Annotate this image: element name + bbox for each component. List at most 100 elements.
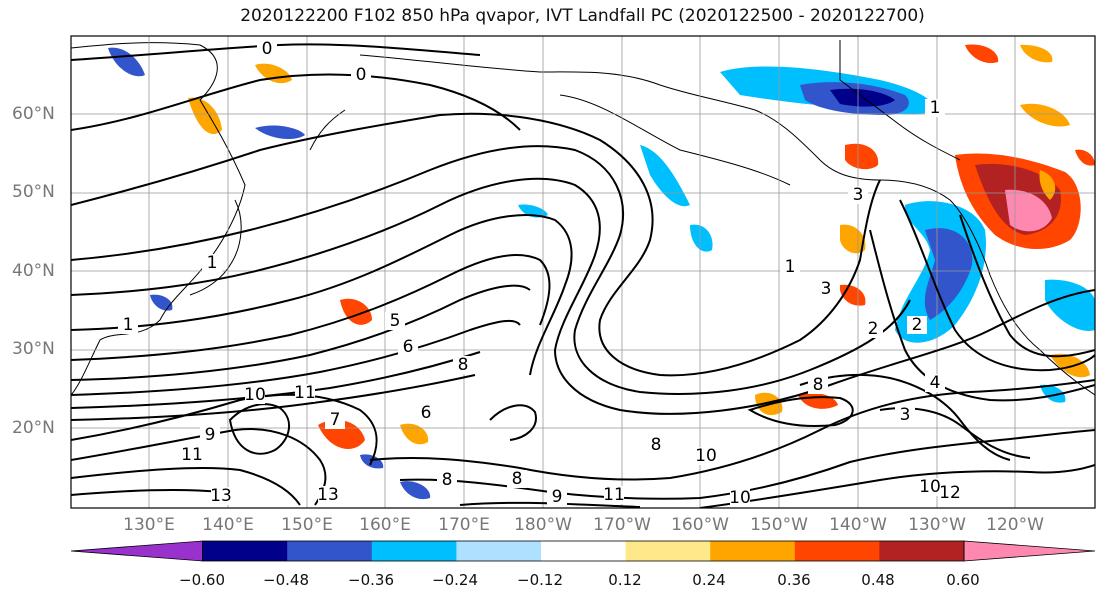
colorbar-swatch-high <box>963 540 1096 562</box>
colorbar-tick: −0.36 <box>348 571 394 589</box>
lat-label-50n: 50°N <box>12 182 55 202</box>
contour-label: 0 <box>356 65 367 85</box>
contour-label-bg <box>895 406 915 424</box>
contour-label: 4 <box>930 373 941 393</box>
contour-label-bg <box>808 376 828 394</box>
colorbar-tick: 0.36 <box>777 571 811 589</box>
contour-label-bg <box>925 99 945 117</box>
colorbar-swatch <box>794 541 880 561</box>
contour-label: 10 <box>729 488 751 508</box>
contour-label-bg <box>416 404 436 422</box>
contour-label-bg <box>646 436 666 454</box>
map-frame <box>70 35 1096 509</box>
lon-label-130w: 130°W <box>908 515 966 535</box>
colorbar-swatch <box>371 541 457 561</box>
contour-label: 3 <box>900 405 911 425</box>
lat-lon-grid <box>71 36 1095 508</box>
contour-label: 10 <box>919 477 941 497</box>
contour-label-bg <box>453 356 473 374</box>
lon-label-140w: 140°W <box>829 515 887 535</box>
contour-label-bg <box>696 447 716 465</box>
contour-label: 8 <box>442 470 453 490</box>
contour-label: 1 <box>930 98 941 118</box>
colorbar-frame <box>202 540 965 562</box>
contour-label: 3 <box>853 185 864 205</box>
contour-label-bg <box>385 312 405 330</box>
contour-label-bg <box>940 484 960 502</box>
contour-label-bg <box>200 426 220 444</box>
contour-label-bg <box>325 411 345 429</box>
contour-label: 6 <box>421 403 432 423</box>
colorbar <box>70 540 1096 562</box>
contour-label: 13 <box>317 485 339 505</box>
contour-label-bg <box>907 316 927 334</box>
contour-label-bg <box>780 258 800 276</box>
colorbar-tick: −0.60 <box>179 571 225 589</box>
colorbar-tick: 0.60 <box>946 571 980 589</box>
contour-label: 1 <box>123 315 134 335</box>
contour-label-bg <box>202 254 222 272</box>
contour-label-bg <box>920 478 940 496</box>
contour-label: 0 <box>262 39 273 59</box>
contour-label-bg <box>295 384 315 402</box>
contour-label-bg <box>848 186 868 204</box>
colorbar-swatch <box>456 541 542 561</box>
colorbar-swatch <box>879 541 965 561</box>
lon-label-150w: 150°W <box>750 515 808 535</box>
contour-label-bg <box>863 320 883 338</box>
contour-label-bg <box>507 470 527 488</box>
contour-label-bg <box>318 486 338 504</box>
contour-label: 11 <box>294 383 316 403</box>
lon-label-150e: 150°E <box>281 515 333 535</box>
contour-label: 3 <box>821 279 832 299</box>
contour-label: 9 <box>205 425 216 445</box>
coastlines <box>71 40 1095 396</box>
contour-label-bg <box>816 280 836 298</box>
contour-label: 2 <box>868 319 879 339</box>
contour-label-bg <box>182 446 202 464</box>
contour-label: 8 <box>458 355 469 375</box>
colorbar-tick: 0.24 <box>692 571 726 589</box>
contour-label-bg <box>257 40 277 58</box>
contour-label-bg <box>547 488 567 506</box>
contour-label-bg <box>118 316 138 334</box>
lat-label-20n: 20°N <box>12 418 55 438</box>
contour-label-bg <box>925 374 945 392</box>
contour-label: 13 <box>210 486 232 506</box>
contour-label: 10 <box>244 385 266 405</box>
colorbar-swatch <box>625 541 711 561</box>
contour-label-bg <box>604 486 624 504</box>
colorbar-tick: 0.12 <box>608 571 642 589</box>
qvapor-shading <box>108 44 1095 500</box>
lon-label-120w: 120°W <box>986 515 1044 535</box>
contour-label: 5 <box>390 311 401 331</box>
contour-label-bg <box>437 471 457 489</box>
lon-label-170e: 170°E <box>438 515 490 535</box>
lon-label-140e: 140°E <box>202 515 254 535</box>
colorbar-swatch <box>202 541 288 561</box>
colorbar-swatch <box>541 541 627 561</box>
colorbar-swatch <box>710 541 796 561</box>
colorbar-tick: −0.12 <box>517 571 563 589</box>
contour-label: 6 <box>403 337 414 357</box>
ivt-contours <box>71 43 1095 508</box>
lon-label-180w: 180°W <box>514 515 572 535</box>
contour-label-bg <box>398 338 418 356</box>
colorbar-tick: −0.48 <box>263 571 309 589</box>
lon-label-130e: 130°E <box>123 515 175 535</box>
contour-label: 11 <box>603 485 625 505</box>
contour-label: 8 <box>512 469 523 489</box>
contour-label: 1 <box>785 257 796 277</box>
colorbar-tick: 0.48 <box>861 571 895 589</box>
lon-label-170w: 170°W <box>593 515 651 535</box>
colorbar-tick: −0.24 <box>432 571 478 589</box>
contour-label-bg <box>211 487 231 505</box>
contour-label: 10 <box>695 446 717 466</box>
lat-label-60n: 60°N <box>12 104 55 124</box>
colorbar-swatch-low <box>70 540 204 562</box>
contour-label-bg <box>245 386 265 404</box>
contour-label: 7 <box>330 410 341 430</box>
colorbar-swatch <box>287 541 373 561</box>
